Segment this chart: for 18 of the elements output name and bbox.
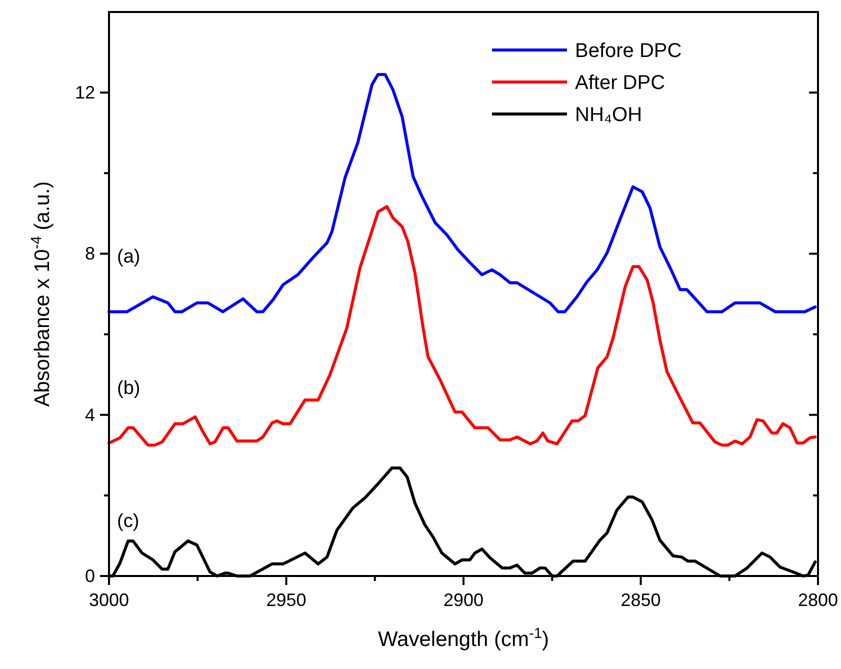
annotation: (c) — [117, 511, 140, 532]
y-tick-label: 4 — [84, 404, 95, 425]
x-tick-label: 2800 — [798, 590, 838, 610]
line-series — [108, 72, 817, 314]
x-axis-title: Wavelength (cm$^{-1}$) — [378, 626, 549, 651]
x-tick-label: 3000 — [88, 590, 130, 610]
annotation: (b) — [117, 378, 140, 400]
annotation: (a) — [117, 246, 140, 268]
y-tick-label: 0 — [84, 566, 95, 586]
legend-label: NH₄OH — [575, 104, 642, 126]
y-tick-label: 8 — [84, 244, 95, 264]
x-tick-label: 2850 — [620, 590, 661, 610]
legend-label: Before DPC — [575, 40, 682, 62]
x-tick-label: 2900 — [443, 590, 484, 610]
y-tick-label: 12 — [74, 82, 95, 103]
legend-label: After DPC — [575, 72, 666, 94]
line-series — [108, 205, 817, 447]
x-tick-label: 2950 — [266, 590, 306, 610]
